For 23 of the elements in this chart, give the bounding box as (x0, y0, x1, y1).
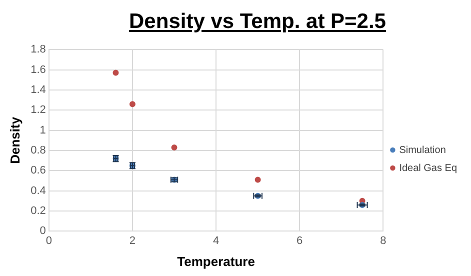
y-tick-label: 1.2 (30, 104, 46, 116)
y-axis-title: Density (7, 116, 22, 164)
chart-title: Density vs Temp. at P=2.5 (128, 9, 387, 35)
legend-label: Simulation (399, 144, 446, 156)
y-tick-label: 0.6 (30, 164, 46, 177)
x-tick-label: 6 (296, 234, 303, 247)
point (112, 70, 119, 76)
y-tick-label: 1.6 (30, 64, 46, 76)
y-tick-label: 0.8 (30, 144, 46, 157)
y-tick-label: 1 (40, 124, 46, 136)
x-tick-label: 2 (129, 234, 136, 247)
legend-label: Ideal Gas Eq (399, 162, 457, 174)
x-tick-label: 8 (380, 234, 386, 247)
x-axis-title: Temperature (177, 254, 255, 269)
y-tick-label: 0 (40, 225, 46, 238)
y-tick-label: 1.4 (30, 84, 46, 96)
y-tick-label: 1.8 (30, 44, 46, 56)
x-tick-label: 4 (212, 234, 220, 247)
point (254, 176, 261, 183)
y-tick-label: 0.4 (30, 184, 46, 197)
point (129, 101, 136, 108)
y-tick-label: 0.2 (30, 205, 46, 218)
point (171, 144, 178, 150)
